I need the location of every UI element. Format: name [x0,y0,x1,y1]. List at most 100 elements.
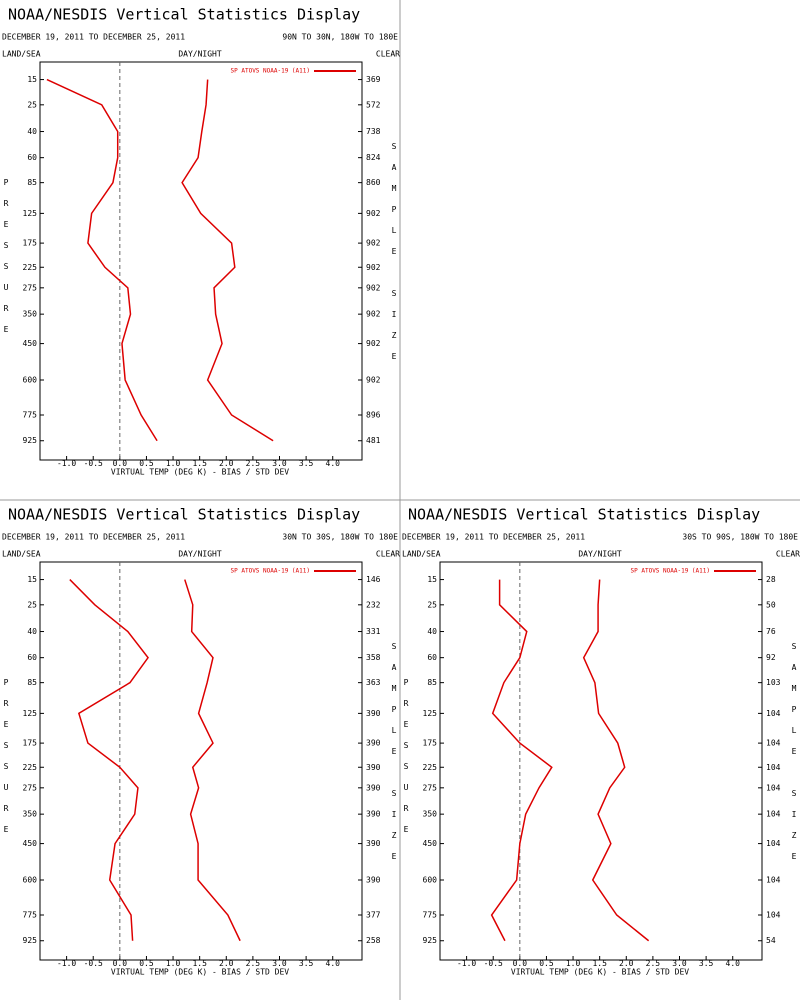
left-label: LAND/SEA [2,50,41,59]
legend-label: SP ATOVS NOAA-19 (A11) [231,568,310,575]
y-tick-label: 40 [27,127,37,136]
x-tick-label: -1.0 [57,959,76,968]
x-tick-label: 3.5 [699,959,714,968]
y-tick-label: 775 [23,411,38,420]
y-tick-label: 350 [23,810,38,819]
y-tick-label: 175 [23,739,38,748]
y2-axis-label: SAMPLE SIZE [390,142,399,373]
y-tick-label: 775 [23,911,38,920]
y2-axis-label: SAMPLE SIZE [790,642,799,873]
panel: NOAA/NESDIS Vertical Statistics Display D… [2,506,401,977]
x-tick-label: 1.5 [192,459,207,468]
sample-size-label: 902 [366,239,381,248]
y-tick-label: 15 [427,575,437,584]
std-dev-line [181,79,274,442]
y-tick-label: 350 [23,310,38,319]
x-tick-label: 0.0 [113,959,128,968]
sample-size-label: 369 [366,75,381,84]
x-tick-label: 1.5 [192,959,207,968]
sample-size-label: 824 [366,153,381,162]
y-tick-label: 175 [23,239,38,248]
x-tick-label: 1.0 [566,959,581,968]
x-axis-label: VIRTUAL TEMP (DEG K) - BIAS / STD DEV [111,468,289,477]
x-tick-label: 0.0 [113,459,128,468]
sample-size-label: 390 [366,875,381,884]
y-tick-label: 450 [23,339,38,348]
x-tick-label: 0.5 [139,459,154,468]
sample-size-label: 104 [766,839,781,848]
y-tick-label: 40 [27,627,37,636]
chart-title: NOAA/NESDIS Vertical Statistics Display [408,506,760,524]
x-tick-label: 3.0 [272,459,287,468]
y-tick-label: 15 [27,75,37,84]
plot-frame [39,61,363,461]
y-tick-label: 25 [27,100,37,109]
x-tick-label: 4.0 [326,959,341,968]
y-tick-label: 85 [27,678,37,687]
bias-line [69,579,149,941]
sample-size-label: 104 [766,875,781,884]
y-tick-label: 225 [423,763,438,772]
y-tick-label: 450 [23,839,38,848]
y-axis-label: PRESSURE [2,678,11,846]
sample-size-label: 76 [766,627,776,636]
plot-frame [439,561,763,961]
y-tick-label: 225 [23,263,38,272]
y-tick-label: 15 [27,575,37,584]
x-tick-label: 3.5 [299,959,314,968]
y-tick-label: 60 [27,153,37,162]
y-tick-label: 275 [23,783,38,792]
bias-line [490,579,553,942]
y-tick-label: 350 [423,810,438,819]
sample-size-label: 104 [766,709,781,718]
x-tick-label: -0.5 [484,959,503,968]
left-label: LAND/SEA [402,550,441,559]
x-tick-label: -1.0 [57,459,76,468]
x-tick-label: -1.0 [457,959,476,968]
y-tick-label: 450 [423,839,438,848]
sample-size-label: 363 [366,678,381,687]
y-tick-label: 925 [23,436,38,445]
y-tick-label: 25 [27,600,37,609]
y-tick-label: 125 [23,209,38,218]
y-tick-label: 225 [23,763,38,772]
x-tick-label: 1.0 [166,459,181,468]
sample-size-label: 54 [766,936,776,945]
x-tick-label: 4.0 [326,459,341,468]
y-tick-label: 85 [27,178,37,187]
x-tick-label: 2.5 [246,459,261,468]
sample-size-label: 232 [366,600,381,609]
sample-size-label: 860 [366,178,381,187]
subtitle: DECEMBER 19, 2011 TO DECEMBER 25, 2011 [2,33,185,42]
subtitle: DECEMBER 19, 2011 TO DECEMBER 25, 2011 [2,533,185,542]
sample-size-label: 902 [366,310,381,319]
y-tick-label: 600 [23,375,38,384]
plot-frame [39,561,363,961]
y-tick-label: 600 [23,875,38,884]
x-axis-label: VIRTUAL TEMP (DEG K) - BIAS / STD DEV [511,968,689,977]
x-tick-label: 2.5 [246,959,261,968]
y-tick-label: 25 [427,600,437,609]
sample-size-label: 104 [766,739,781,748]
sample-size-label: 738 [366,127,381,136]
sample-size-label: 902 [366,375,381,384]
y-tick-label: 60 [27,653,37,662]
chart-title: NOAA/NESDIS Vertical Statistics Display [8,6,360,24]
y-tick-label: 60 [427,653,437,662]
center-label: DAY/NIGHT [178,550,222,559]
sample-size-label: 104 [766,911,781,920]
sample-size-label: 104 [766,763,781,772]
sample-size-label: 146 [366,575,381,584]
x-tick-label: -0.5 [84,959,103,968]
sample-size-label: 104 [766,810,781,819]
sample-size-label: 896 [366,411,381,420]
y-tick-label: 925 [23,936,38,945]
left-label: LAND/SEA [2,550,41,559]
sample-size-label: 50 [766,600,776,609]
y-tick-label: 275 [423,783,438,792]
x-tick-label: 2.5 [646,959,661,968]
sample-size-label: 390 [366,839,381,848]
y-tick-label: 125 [423,709,438,718]
sample-size-label: 481 [366,436,381,445]
sample-size-label: 902 [366,209,381,218]
